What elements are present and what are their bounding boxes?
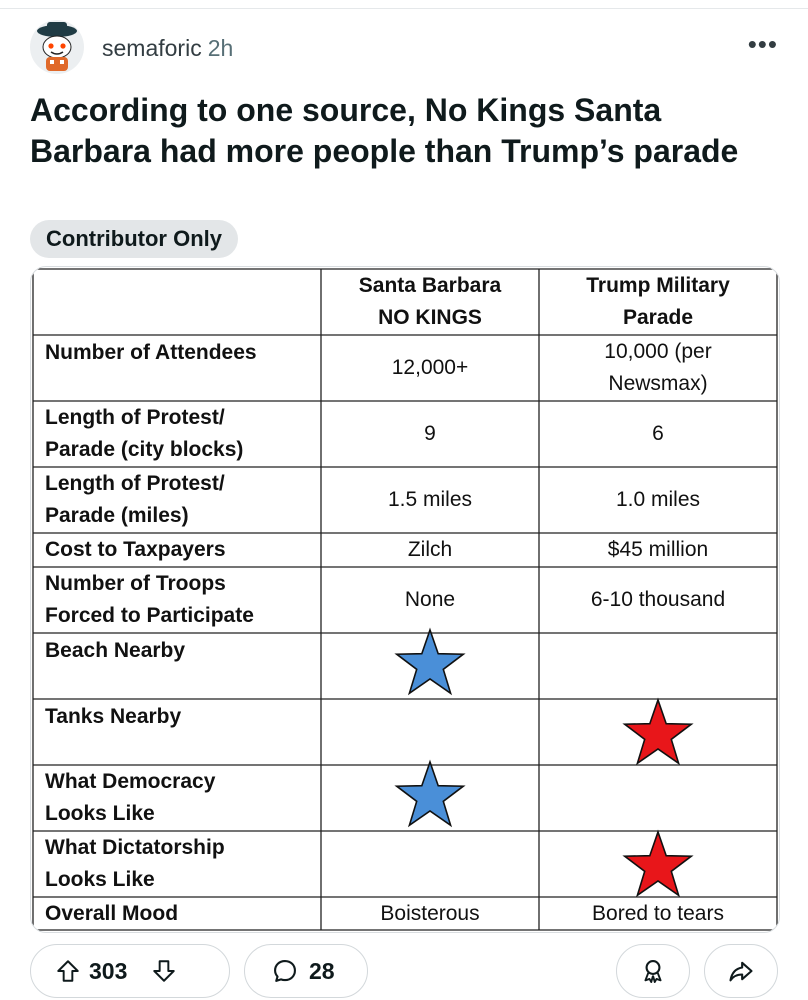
cell-trump-parade: 10,000 (per Newsmax) — [539, 336, 777, 400]
cell-trump-parade-line: 1.0 miles — [615, 488, 701, 511]
comment-count: 28 — [309, 957, 335, 984]
row-label-line: Cost to Taxpayers — [45, 538, 226, 561]
column-header-santa-barbara-line: Santa Barbara — [358, 274, 502, 297]
cell-trump-parade-line: 6-10 thousand — [590, 588, 726, 611]
top-divider — [0, 8, 808, 9]
row-label-line: Looks Like — [45, 868, 155, 891]
post-meta: semaforic 2h — [102, 35, 233, 62]
row-label-line: Length of Protest/ — [45, 406, 225, 429]
row-label-line: Length of Protest/ — [45, 472, 225, 495]
row-label-line: What Democracy — [45, 770, 216, 793]
cell-trump-parade-line: 10,000 (per — [604, 340, 712, 363]
row-label-line: What Dictatorship — [45, 836, 225, 859]
vote-control: 303 — [30, 944, 230, 998]
cell-trump-parade-line: Newsmax) — [608, 372, 708, 395]
post-header: semaforic 2h ••• — [30, 20, 778, 76]
cell-trump-parade-line: Bored to tears — [592, 901, 724, 925]
cell-trump-parade: 1.0 miles — [539, 484, 777, 516]
avatar[interactable] — [30, 20, 84, 74]
cell-trump-parade-line: $45 million — [607, 538, 709, 561]
red-star-icon — [622, 829, 694, 898]
row-label-line: Number of Attendees — [45, 341, 257, 364]
post-title[interactable]: According to one source, No Kings Santa … — [30, 92, 739, 169]
row-label: Length of Protest/Parade (miles) — [45, 468, 319, 532]
cell-trump-parade: Bored to tears — [539, 898, 777, 930]
column-header-trump-parade-line: Trump Military — [586, 274, 730, 297]
comments-button[interactable]: 28 — [244, 944, 368, 998]
post-flair[interactable]: Contributor Only — [30, 220, 238, 258]
blue-star-icon — [394, 627, 466, 696]
column-header-trump-parade: Trump Military Parade — [539, 270, 777, 334]
downvote-icon[interactable] — [151, 958, 177, 984]
cell-santa-barbara: Boisterous — [321, 898, 539, 930]
row-label: Overall Mood — [45, 898, 319, 930]
row-label-line: Looks Like — [45, 802, 155, 825]
author-name[interactable]: semaforic — [102, 35, 202, 61]
blue-star-icon — [394, 759, 466, 828]
more-options-button[interactable]: ••• — [748, 31, 778, 57]
award-icon — [644, 960, 662, 984]
row-label: Tanks Nearby — [45, 701, 319, 733]
row-label: What Dictatorship Looks Like — [45, 832, 319, 896]
more-icon: ••• — [747, 29, 778, 59]
cell-santa-barbara-line: Zilch — [407, 538, 453, 561]
row-label-line: Number of Troops — [45, 572, 226, 595]
action-bar: 303 28 — [30, 944, 778, 1000]
row-label: Cost to Taxpayers — [45, 534, 319, 566]
cell-trump-parade-line: 6 — [652, 422, 664, 445]
cell-trump-parade: 6 — [539, 418, 777, 450]
cell-santa-barbara-line: 1.5 miles — [387, 488, 473, 511]
cell-santa-barbara-line: 12,000+ — [391, 356, 469, 379]
cell-santa-barbara-line: None — [404, 588, 456, 611]
row-label: Number of Attendees — [45, 337, 319, 369]
award-button[interactable] — [616, 944, 690, 998]
cell-trump-parade: 6-10 thousand — [539, 584, 777, 616]
row-label-line: Forced to Participate — [45, 604, 254, 627]
column-header-santa-barbara-line: NO KINGS — [378, 306, 482, 329]
cell-santa-barbara-line: 9 — [424, 422, 436, 445]
cell-santa-barbara: Zilch — [321, 534, 539, 566]
row-label-line: Beach Nearby — [45, 639, 186, 662]
row-label-line: Parade (city blocks) — [45, 438, 244, 461]
red-star-icon — [622, 697, 694, 766]
row-label-line: Overall Mood — [45, 901, 179, 925]
upvote-icon[interactable] — [55, 958, 81, 984]
post-age: 2h — [207, 35, 234, 61]
cell-trump-parade: $45 million — [539, 534, 777, 566]
row-label-line: Parade (miles) — [45, 504, 189, 527]
row-label: What Democracy Looks Like — [45, 766, 319, 830]
share-icon — [729, 961, 753, 982]
table-grid — [32, 268, 778, 931]
share-button[interactable] — [704, 944, 778, 998]
row-label-line: Tanks Nearby — [45, 705, 182, 728]
cell-santa-barbara-line: Boisterous — [380, 901, 480, 925]
cell-santa-barbara: 9 — [321, 418, 539, 450]
post-image[interactable]: Santa Barbara NO KINGS Trump Military Parad… — [30, 266, 780, 933]
row-label: Beach Nearby — [45, 635, 319, 667]
column-header-santa-barbara: Santa Barbara NO KINGS — [321, 270, 539, 334]
cell-santa-barbara: 12,000+ — [321, 352, 539, 384]
row-label: Number of Troops Forced to Participate — [45, 568, 319, 632]
column-header-trump-parade-line: Parade — [622, 306, 694, 329]
cell-santa-barbara: None — [321, 584, 539, 616]
cell-santa-barbara: 1.5 miles — [321, 484, 539, 516]
upvote-count: 303 — [89, 957, 128, 984]
comment-icon — [274, 960, 296, 982]
row-label: Length of Protest/Parade (city blocks) — [45, 402, 319, 466]
